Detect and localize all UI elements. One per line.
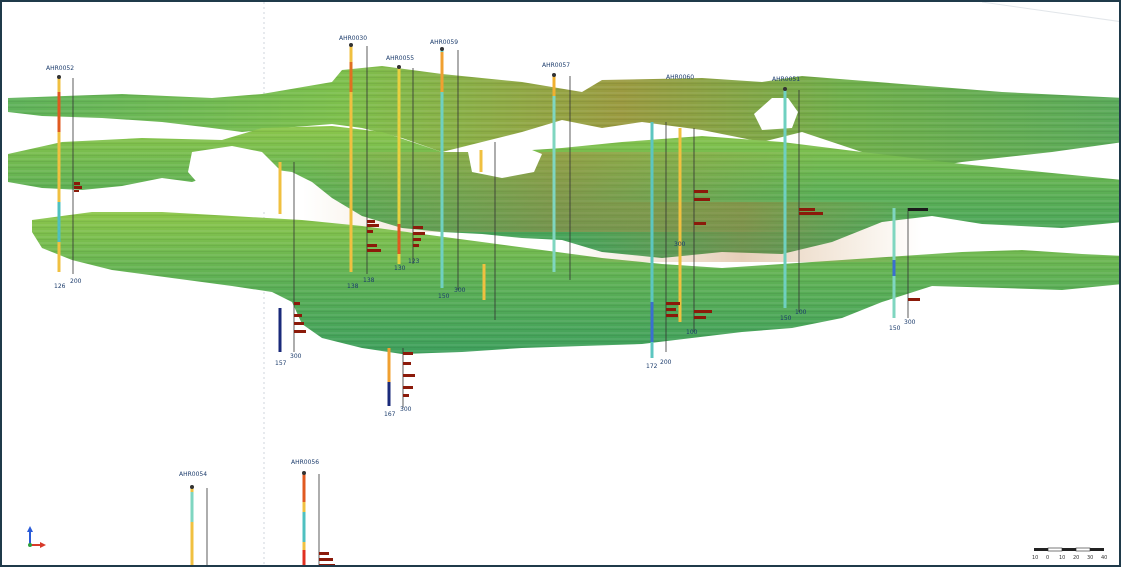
scale-tick: 30 xyxy=(1087,555,1093,561)
depth-label: 138 xyxy=(363,277,375,284)
depth-label: 167 xyxy=(384,411,396,418)
depth-label: 200 xyxy=(660,359,672,366)
scale-tick: 40 xyxy=(1101,555,1107,561)
depth-label: 300 xyxy=(400,406,412,413)
depth-label: 126 xyxy=(54,283,66,290)
scale-tick: 0 xyxy=(1046,555,1049,561)
drillhole-label: AHR0051 xyxy=(772,76,800,83)
drillhole-label: AHR0056 xyxy=(291,459,319,466)
scale-tick: 20 xyxy=(1073,555,1079,561)
depth-label: 150 xyxy=(889,325,901,332)
depth-label: 130 xyxy=(394,265,406,272)
drillhole-label: AHR0030 xyxy=(339,35,367,42)
depth-label: 123 xyxy=(408,258,420,265)
depth-label: 100 xyxy=(795,309,807,316)
lower-surface-layer xyxy=(32,202,1119,354)
depth-label: 138 xyxy=(347,283,359,290)
scale-tick: 10 xyxy=(1032,555,1038,561)
drillhole-label: AHR0054 xyxy=(179,471,207,478)
lower-drillholes xyxy=(190,474,320,565)
axis-triad-icon[interactable] xyxy=(27,526,46,548)
drillhole-label: AHR0060 xyxy=(666,74,694,81)
depth-label: 157 xyxy=(275,360,287,367)
drillhole-label: AHR0057 xyxy=(542,62,570,69)
depth-label: 150 xyxy=(438,293,450,300)
depth-label: 300 xyxy=(674,241,686,248)
depth-label: 150 xyxy=(780,315,792,322)
collar-markers xyxy=(57,43,787,489)
depth-label: 300 xyxy=(454,287,466,294)
depth-label: 100 xyxy=(686,329,698,336)
depth-label: 200 xyxy=(70,278,82,285)
scale-bar: 10 0 10 20 30 40 xyxy=(1032,547,1107,561)
depth-label: 300 xyxy=(904,319,916,326)
drillhole-label: AHR0059 xyxy=(430,39,458,46)
scale-tick: 10 xyxy=(1059,555,1065,561)
upper-surface-layer xyxy=(8,66,1119,172)
drillhole-label: AHR0052 xyxy=(46,65,74,72)
assay-histograms xyxy=(74,182,928,565)
drillhole-labels: AHR0052 AHR0030 AHR0055 AHR0059 AHR0057 … xyxy=(46,35,800,478)
depth-label: 172 xyxy=(646,363,658,370)
guide-line xyxy=(981,2,1119,22)
depth-label: 300 xyxy=(290,353,302,360)
drillhole-label: AHR0055 xyxy=(386,55,414,62)
depth-labels: 126 200 138 138 130 123 150 300 200 100 … xyxy=(54,241,916,418)
